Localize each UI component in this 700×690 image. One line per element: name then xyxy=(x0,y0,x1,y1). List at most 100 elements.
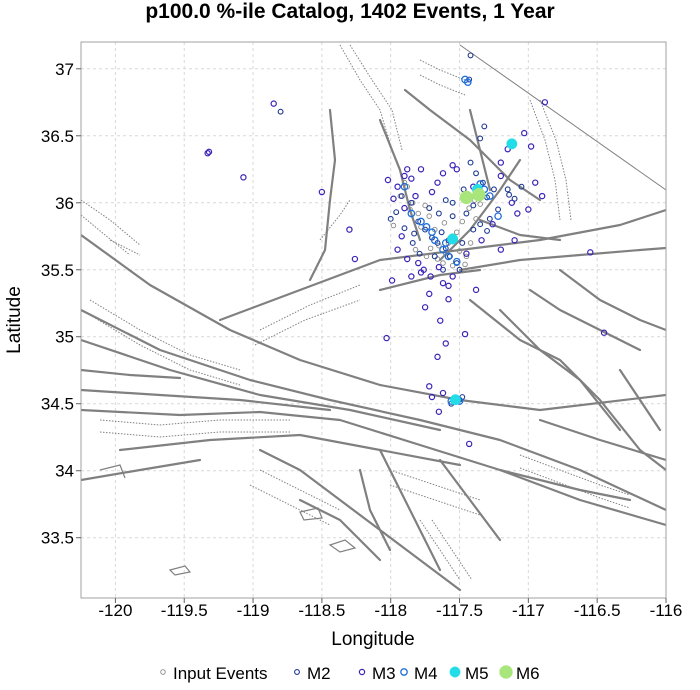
point-m3 xyxy=(465,440,473,448)
point-input-events xyxy=(473,216,479,222)
point-m2 xyxy=(409,240,416,246)
point-m4 xyxy=(463,78,472,87)
point-m3 xyxy=(508,199,516,206)
point-m4 xyxy=(400,182,409,191)
legend-marker-m2 xyxy=(294,669,300,675)
legend-marker-m3 xyxy=(358,668,366,676)
point-m2 xyxy=(495,206,502,213)
point-m3 xyxy=(511,237,518,244)
point-input-events xyxy=(426,213,432,219)
point-m3 xyxy=(417,166,425,173)
point-input-events xyxy=(407,206,413,213)
point-m4 xyxy=(485,192,494,200)
legend-label-m3: M3 xyxy=(372,664,396,683)
point-m3 xyxy=(514,210,521,217)
point-m3 xyxy=(521,129,528,137)
point-m3 xyxy=(478,237,485,244)
point-m2 xyxy=(401,225,408,232)
x-axis-title: Longitude xyxy=(331,629,414,650)
point-input-events xyxy=(401,179,408,186)
point-m3 xyxy=(270,100,277,107)
point-input-events xyxy=(449,262,456,269)
point-m3 xyxy=(439,389,447,397)
point-m3 xyxy=(532,179,539,186)
point-m2 xyxy=(484,227,491,234)
x-tick-label: -116 xyxy=(650,601,683,620)
point-m3 xyxy=(401,204,408,212)
point-m6 xyxy=(459,190,474,205)
point-m3 xyxy=(426,290,433,298)
point-m2 xyxy=(408,199,415,206)
point-m3 xyxy=(453,166,460,173)
point-m3 xyxy=(525,206,532,213)
point-m3 xyxy=(437,317,444,324)
point-m3 xyxy=(434,179,441,186)
point-m3 xyxy=(388,277,396,284)
point-input-events xyxy=(466,205,472,211)
point-m3 xyxy=(420,266,427,273)
point-m3 xyxy=(404,166,411,173)
point-m5 xyxy=(447,233,459,245)
point-m3 xyxy=(421,304,429,311)
point-m2 xyxy=(470,226,477,233)
point-m3 xyxy=(401,172,408,180)
point-m3 xyxy=(445,282,452,290)
point-m3 xyxy=(434,353,441,361)
point-m3 xyxy=(435,408,443,415)
point-m5 xyxy=(506,138,518,150)
point-m2 xyxy=(459,240,466,246)
legend-marker-m5 xyxy=(449,666,461,678)
point-m3 xyxy=(497,246,505,253)
point-m4 xyxy=(439,245,447,254)
point-m2 xyxy=(387,215,394,222)
point-m4 xyxy=(494,212,502,221)
point-m2 xyxy=(438,229,445,236)
point-m3 xyxy=(204,149,211,157)
point-m3 xyxy=(445,296,452,303)
point-m3 xyxy=(390,195,397,202)
point-m3 xyxy=(383,334,390,342)
point-m6 xyxy=(472,187,486,202)
legend-marker-input-events xyxy=(160,669,166,675)
point-m2 xyxy=(426,205,433,212)
point-input-events xyxy=(459,218,466,225)
point-input-events xyxy=(422,202,428,209)
point-m3 xyxy=(587,249,594,256)
point-m2 xyxy=(467,52,474,59)
point-m2 xyxy=(486,215,493,222)
point-input-events xyxy=(423,253,430,260)
point-m4 xyxy=(407,209,416,218)
point-m2 xyxy=(411,230,418,237)
point-m2 xyxy=(467,159,474,166)
point-m4 xyxy=(441,239,450,247)
y-tick-label: 36 xyxy=(55,194,74,213)
point-m2 xyxy=(506,191,513,198)
point-m3 xyxy=(428,188,436,196)
point-m2 xyxy=(449,199,456,206)
point-m2 xyxy=(463,210,470,217)
point-m2 xyxy=(449,213,456,220)
point-m4 xyxy=(428,228,436,237)
y-axis-title: Latitude xyxy=(4,286,25,354)
plot-frame xyxy=(80,41,667,599)
legend-label-m2: M2 xyxy=(307,664,331,683)
point-m3 xyxy=(439,279,447,287)
point-m3 xyxy=(408,175,415,182)
point-m4 xyxy=(417,217,425,226)
point-m3 xyxy=(463,250,470,257)
legend: Input Events M2 M3 M4 M5 M6 xyxy=(160,664,540,683)
point-input-events xyxy=(467,240,474,246)
point-input-events xyxy=(456,248,463,254)
legend-marker-m6 xyxy=(499,665,513,679)
point-m2 xyxy=(456,266,463,273)
point-m2 xyxy=(481,123,488,130)
point-input-events xyxy=(454,229,460,235)
data-points xyxy=(204,52,608,448)
point-input-events xyxy=(412,246,419,253)
point-m2 xyxy=(504,186,511,193)
point-m2 xyxy=(518,183,525,190)
point-m3 xyxy=(404,255,411,263)
point-m3 xyxy=(497,172,505,180)
y-axis: 33.5 34 34.5 35 35.5 36 36.5 37 xyxy=(41,60,81,548)
